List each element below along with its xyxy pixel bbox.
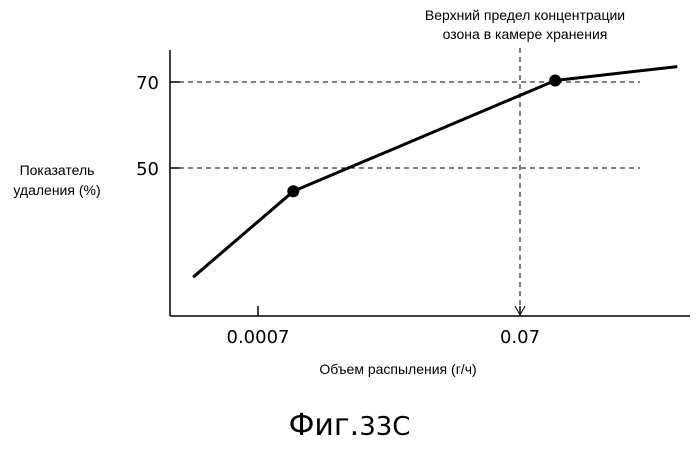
y-tick-label-70: 70: [136, 73, 159, 94]
figure-caption-main: Фиг.: [289, 408, 360, 443]
figure-caption-number: 33C: [359, 412, 410, 442]
x-axis-label: Объем распыления (г/ч): [319, 361, 476, 377]
y-axis-label-line-1: Показатель: [20, 162, 95, 178]
x-tick-label-0: 0.0007: [227, 327, 290, 348]
data-marker-1: [549, 75, 561, 87]
x-tick-label-1: 0.07: [500, 327, 540, 348]
y-axis-label-line-2: удаления (%): [13, 182, 100, 198]
figure-caption: Фиг.33C: [0, 408, 699, 443]
annotation-line-1: Верхний предел концентрации: [425, 7, 625, 23]
y-tick-label-50: 50: [136, 159, 159, 180]
series-line: [193, 67, 677, 278]
annotation-line-2: озона в камере хранения: [443, 26, 608, 42]
data-marker-0: [287, 185, 299, 197]
